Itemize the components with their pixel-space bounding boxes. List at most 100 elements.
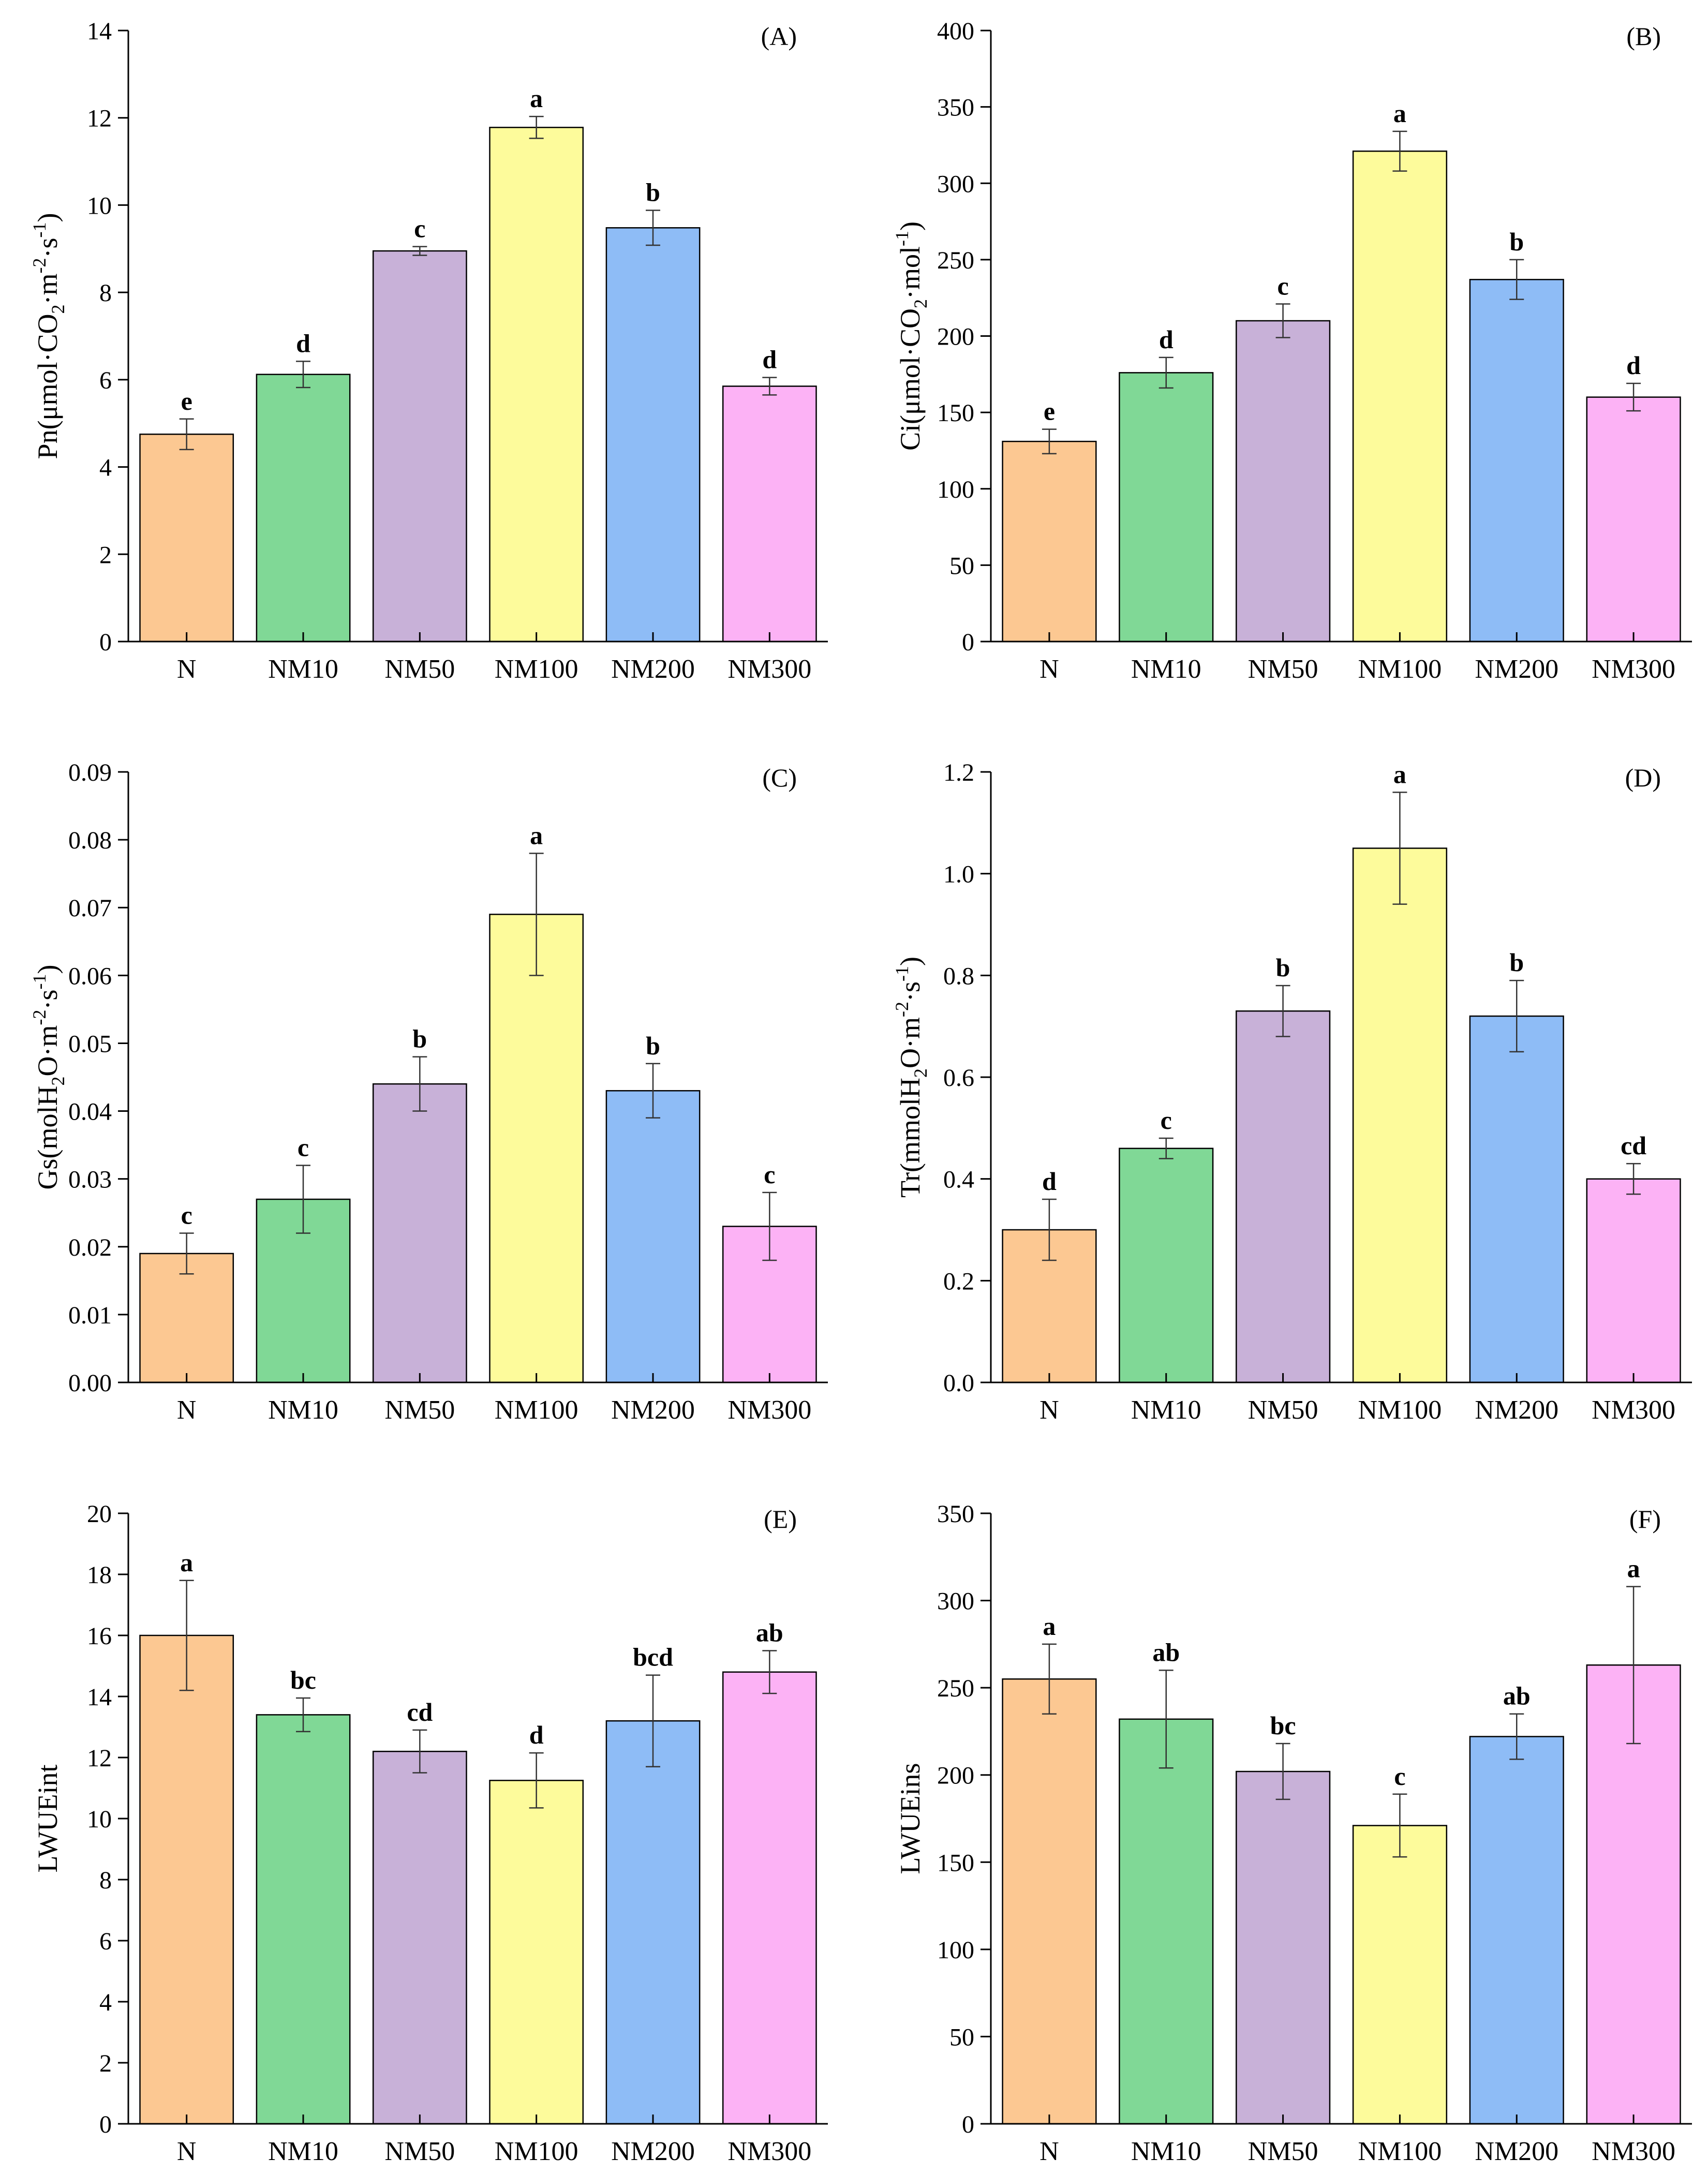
chart-d-category-label: NM50 <box>1248 1395 1318 1425</box>
chart-e-y-tick-label: 6 <box>99 1928 112 1955</box>
chart-f-significance-nm200: ab <box>1503 1681 1531 1710</box>
chart-b-error-bar-nm100 <box>1392 130 1407 172</box>
chart-d-error-bar-nm300 <box>1626 1163 1641 1195</box>
chart-e-y-tick-label: 8 <box>99 1867 112 1894</box>
chart-f-category-label: NM10 <box>1131 2137 1201 2166</box>
chart-a-error-bar-nm100 <box>529 115 544 139</box>
chart-f-bar-nm50 <box>1236 1770 1331 2125</box>
chart-e-category-label: N <box>177 2137 197 2166</box>
chart-b-error-bar-nm50 <box>1275 303 1290 338</box>
chart-c-significance-nm200: b <box>646 1031 660 1060</box>
chart-d-error-bar-nm200 <box>1509 979 1524 1053</box>
chart-a-panel: e Nd NM10 c NM50 a NM100 b NM200 d NM300 0 2 4 6 8 10 12 1… <box>29 18 828 684</box>
chart-f-category-label: N <box>1039 2137 1059 2166</box>
chart-a-significance-nm50: c <box>414 214 425 243</box>
chart-a-significance-nm100: a <box>530 84 543 113</box>
chart-a-significance-nm10: d <box>296 329 310 358</box>
chart-b-significance-n: e <box>1044 397 1055 426</box>
chart-b-category-label: NM50 <box>1248 654 1318 684</box>
chart-b-significance-nm100: a <box>1393 99 1406 128</box>
chart-e-y-tick-label: 4 <box>99 1989 112 2016</box>
chart-f-category-label: NM300 <box>1592 2137 1675 2166</box>
chart-d-bar-nm10 <box>1119 1148 1214 1383</box>
chart-c-significance-nm100: a <box>530 821 543 850</box>
chart-b-error-bar-nm300 <box>1626 382 1641 412</box>
chart-f-error-bar-nm200 <box>1509 1713 1524 1760</box>
chart-a-y-tick-label: 10 <box>87 192 112 219</box>
chart-a-bar-nm300 <box>722 385 817 643</box>
chart-a-significance-n: e <box>181 386 192 415</box>
chart-d-bar-nm300 <box>1586 1178 1681 1383</box>
chart-b-y-tick-label: 0 <box>962 629 974 656</box>
chart-c-bar-n <box>139 1253 234 1383</box>
chart-c-error-bar-nm50 <box>412 1056 427 1112</box>
chart-c-y-tick-label: 0.05 <box>68 1030 112 1058</box>
chart-f-y-tick-label: 250 <box>937 1675 974 1702</box>
chart-c-y-tick-label: 0.09 <box>68 759 112 786</box>
chart-b-y-tick-label: 150 <box>937 399 974 427</box>
chart-f-significance-nm300: a <box>1627 1554 1640 1583</box>
chart-a-y-tick-label: 8 <box>99 279 112 307</box>
chart-a-bar-n <box>139 434 234 643</box>
chart-d-error-bar-nm50 <box>1275 985 1290 1037</box>
chart-e-bar-nm50 <box>372 1750 467 2125</box>
chart-b-y-tick-label: 200 <box>937 323 974 351</box>
chart-e-y-tick-label: 20 <box>87 1500 112 1528</box>
chart-c-y-tick-label: 0.04 <box>68 1098 112 1126</box>
chart-f-bar-nm100 <box>1352 1825 1448 2125</box>
chart-f-category-label: NM100 <box>1358 2137 1442 2166</box>
chart-c-panel-label: (C) <box>762 763 797 792</box>
chart-e-significance-nm300: ab <box>756 1618 783 1647</box>
chart-b-y-tick-label: 350 <box>937 94 974 122</box>
chart-a-category-label: NM10 <box>268 654 338 684</box>
chart-d-y-tick-label: 0.4 <box>943 1166 974 1194</box>
chart-b-error-bar-n <box>1042 428 1057 455</box>
chart-f-y-tick-label: 0 <box>962 2111 974 2138</box>
chart-e-category-label: NM10 <box>268 2137 338 2166</box>
chart-b-category-label: NM300 <box>1592 654 1675 684</box>
chart-e-y-tick-label: 16 <box>87 1622 112 1650</box>
chart-a-bar-nm10 <box>256 374 351 643</box>
chart-d-category-label: N <box>1039 1395 1059 1425</box>
chart-e-y-tick-label: 14 <box>87 1684 112 1711</box>
chart-c-significance-nm300: c <box>764 1160 775 1189</box>
chart-b-panel-label: (B) <box>1626 22 1661 51</box>
chart-b-bar-nm200 <box>1469 279 1564 643</box>
chart-a-significance-nm200: b <box>646 178 660 207</box>
chart-e-category-label: NM300 <box>727 2137 811 2166</box>
chart-e-significance-nm100: d <box>529 1720 544 1749</box>
chart-f-significance-n: a <box>1043 1612 1056 1641</box>
chart-e-y-tick-label: 10 <box>87 1806 112 1833</box>
chart-a-y-tick-label: 0 <box>99 629 112 656</box>
chart-f-error-bar-nm100 <box>1392 1793 1407 1858</box>
chart-b-y-tick-label: 50 <box>949 552 974 579</box>
chart-d-y-tick-label: 0.2 <box>943 1268 974 1295</box>
chart-a-y-tick-label: 14 <box>87 18 112 45</box>
chart-e-error-bar-n <box>179 1580 194 1691</box>
chart-a-bar-nm200 <box>605 227 701 643</box>
chart-f-bar-nm200 <box>1469 1736 1564 2125</box>
chart-e-panel: a Nbc NM10 cd NM50 d NM100 bcd NM200 ab NM300 0 2 4 6 8… <box>32 1500 828 2166</box>
chart-f-y-tick-label: 150 <box>937 1849 974 1877</box>
chart-a-error-bar-nm300 <box>762 377 777 396</box>
chart-c-error-bar-nm100 <box>529 853 544 976</box>
chart-b-y-tick-label: 100 <box>937 476 974 503</box>
chart-b-y-tick-label: 400 <box>937 18 974 45</box>
chart-b-panel: e Nd NM10 c NM50 a NM100 b NM200 d NM300 0 50 100 150 2… <box>892 18 1692 684</box>
chart-c-bar-nm50 <box>372 1083 467 1383</box>
chart-d-bar-nm50 <box>1236 1010 1331 1383</box>
chart-f-category-label: NM50 <box>1248 2137 1318 2166</box>
chart-e-significance-nm50: cd <box>407 1697 433 1726</box>
chart-c-significance-nm10: c <box>298 1133 309 1162</box>
chart-a-category-label: N <box>177 654 197 684</box>
chart-a-error-bar-n <box>179 418 194 451</box>
chart-c-error-bar-nm300 <box>762 1192 777 1261</box>
chart-f-error-bar-nm50 <box>1275 1743 1290 1800</box>
chart-f-category-label: NM200 <box>1475 2137 1558 2166</box>
chart-b-category-label: NM200 <box>1475 654 1558 684</box>
chart-e-bar-nm100 <box>489 1780 584 2125</box>
chart-b-error-bar-nm200 <box>1509 259 1524 300</box>
chart-c-bar-nm100 <box>489 914 584 1383</box>
chart-f-y-tick-label: 200 <box>937 1762 974 1790</box>
chart-b-bar-n <box>1002 440 1097 643</box>
